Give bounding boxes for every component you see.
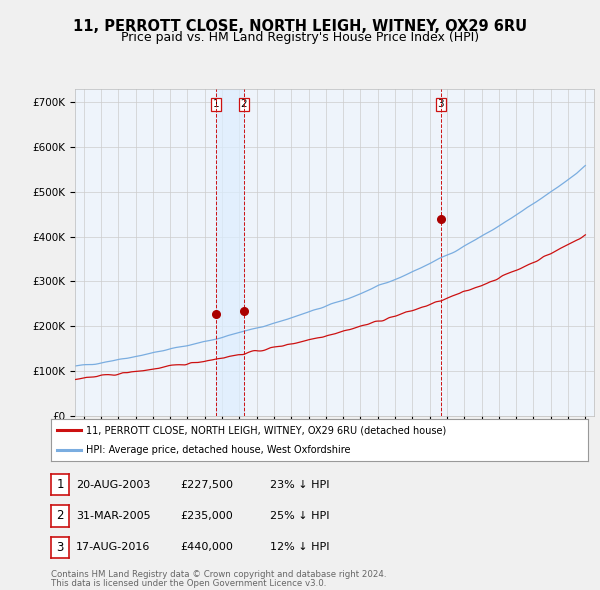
Text: 11, PERROTT CLOSE, NORTH LEIGH, WITNEY, OX29 6RU: 11, PERROTT CLOSE, NORTH LEIGH, WITNEY, …: [73, 19, 527, 34]
Text: 25% ↓ HPI: 25% ↓ HPI: [270, 511, 329, 521]
Text: 3: 3: [437, 99, 444, 109]
Text: 1: 1: [212, 99, 219, 109]
Text: 12% ↓ HPI: 12% ↓ HPI: [270, 542, 329, 552]
Text: 23% ↓ HPI: 23% ↓ HPI: [270, 480, 329, 490]
Text: HPI: Average price, detached house, West Oxfordshire: HPI: Average price, detached house, West…: [86, 445, 350, 455]
Text: 31-MAR-2005: 31-MAR-2005: [76, 511, 151, 521]
Text: 2: 2: [56, 509, 64, 523]
Text: Price paid vs. HM Land Registry's House Price Index (HPI): Price paid vs. HM Land Registry's House …: [121, 31, 479, 44]
Text: 20-AUG-2003: 20-AUG-2003: [76, 480, 151, 490]
Text: £440,000: £440,000: [180, 542, 233, 552]
Text: 1: 1: [56, 478, 64, 491]
Bar: [216, 88, 244, 416]
Text: 11, PERROTT CLOSE, NORTH LEIGH, WITNEY, OX29 6RU (detached house): 11, PERROTT CLOSE, NORTH LEIGH, WITNEY, …: [86, 425, 446, 435]
Text: 17-AUG-2016: 17-AUG-2016: [76, 542, 151, 552]
Text: This data is licensed under the Open Government Licence v3.0.: This data is licensed under the Open Gov…: [51, 579, 326, 588]
Text: £235,000: £235,000: [180, 511, 233, 521]
Text: 3: 3: [56, 540, 64, 554]
Text: £227,500: £227,500: [180, 480, 233, 490]
Text: 2: 2: [241, 99, 247, 109]
Text: Contains HM Land Registry data © Crown copyright and database right 2024.: Contains HM Land Registry data © Crown c…: [51, 570, 386, 579]
